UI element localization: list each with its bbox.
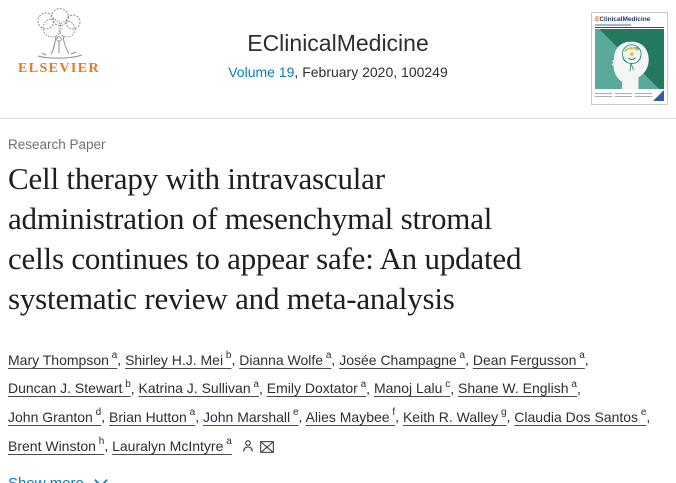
author-link[interactable]: Lauralyn McIntyre a [112, 435, 232, 454]
article-head-section: Research Paper Cell therapy with intrava… [0, 137, 676, 459]
author-name: Alies Maybee [305, 408, 390, 425]
author-name: John Marshall [202, 408, 291, 425]
title-line: cells continues to appear safe: An updat… [8, 241, 522, 276]
show-more-label: Show more [8, 475, 84, 483]
author-link[interactable]: Brent Winston h [8, 435, 105, 454]
author-affiliation-sup: e [640, 407, 647, 419]
author-affiliation-sup: f [392, 407, 396, 419]
journal-header: ELSEVIER EClinicalMedicine Volume 19, Fe… [0, 0, 676, 118]
author-name: Emily Doxtator [266, 380, 358, 397]
article-title: Cell therapy with intravascular administ… [8, 159, 668, 319]
person-icon[interactable] [240, 438, 256, 454]
author-name: Shane W. English [458, 380, 569, 397]
author-affiliation-sup: a [579, 350, 585, 361]
author-name: Dianna Wolfe [239, 351, 324, 368]
title-line: Cell therapy with intravascular [8, 161, 385, 196]
elsevier-wordmark: ELSEVIER [17, 61, 100, 76]
journal-meta: EClinicalMedicine Volume 19, February 20… [228, 30, 448, 80]
author-link[interactable]: Dianna Wolfe a [239, 350, 332, 368]
author-affiliation-sup: b [125, 378, 131, 390]
author-link[interactable]: John Granton d [8, 407, 102, 425]
author-name: Mary Thompson [8, 351, 109, 368]
author-affiliation-sup: c [445, 378, 451, 390]
author-name: Shirley H.J. Mei [125, 351, 224, 368]
author-link[interactable]: Alies Maybee f [305, 407, 396, 425]
head-silhouette-graphic [611, 41, 649, 89]
author-link[interactable]: Duncan J. Stewart b [8, 378, 131, 397]
author-name: Katrina J. Sullivan [138, 380, 251, 397]
author-link[interactable]: Claudia Dos Santos e [514, 407, 647, 425]
issue-line: Volume 19, February 2020, 100249 [228, 64, 448, 80]
title-line: administration of mesenchymal stromal [8, 201, 493, 236]
author-name: Duncan J. Stewart [8, 380, 123, 397]
cover-footer [595, 91, 664, 101]
author-affiliation-sup: a [459, 350, 466, 361]
journal-cover-thumbnail[interactable]: EClinicalMedicine [591, 12, 668, 105]
cover-subline [595, 24, 631, 26]
volume-link[interactable]: Volume 19 [228, 64, 295, 80]
author-name: Brian Hutton [109, 408, 187, 425]
issue-info: , February 2020, 100249 [294, 64, 448, 80]
author-link[interactable]: Keith R. Walley g [402, 407, 507, 425]
author-affiliation-sup: a [111, 350, 118, 361]
author-link[interactable]: Dean Fergusson a [472, 350, 585, 368]
author-affiliation-sup: h [98, 435, 105, 447]
author-link[interactable]: Emily Doxtator a [266, 378, 367, 397]
author-link[interactable]: Mary Thompson a [8, 350, 118, 368]
author-link[interactable]: Shane W. English a [458, 378, 577, 397]
chevron-down-icon [94, 479, 108, 483]
header-divider [0, 118, 676, 119]
author-affiliation-sup: a [226, 435, 232, 447]
show-more-button[interactable]: Show more [8, 475, 109, 483]
author-affiliation-sup: a [253, 378, 259, 390]
cover-corner-badge [653, 90, 664, 101]
author-link[interactable]: Manoj Lalu c [373, 378, 451, 397]
author-affiliation-sup: d [95, 407, 102, 419]
author-name: Keith R. Walley [402, 408, 499, 425]
cover-rule [595, 27, 664, 28]
author-name: Manoj Lalu [373, 380, 443, 397]
author-affiliation-sup: g [500, 407, 507, 419]
envelope-icon[interactable] [259, 440, 275, 454]
author-link[interactable]: Brian Hutton a [109, 407, 196, 425]
author-name: Lauralyn McIntyre [112, 437, 224, 454]
title-line: systematic review and meta-analysis [8, 281, 455, 316]
article-category-label: Research Paper [8, 137, 106, 152]
corresponding-author-icons [237, 438, 275, 454]
author-link[interactable]: Shirley H.J. Mei b [125, 350, 232, 368]
elsevier-tree-icon [37, 8, 83, 59]
author-link[interactable]: John Marshall e [202, 407, 299, 425]
elsevier-logo[interactable]: ELSEVIER [8, 8, 110, 77]
author-link[interactable]: Josée Champagne a [339, 350, 466, 368]
author-affiliation-sup: a [360, 378, 367, 390]
cover-journal-title: EClinicalMedicine [595, 16, 651, 23]
journal-title-link[interactable]: EClinicalMedicine [247, 30, 429, 56]
author-affiliation-sup: a [571, 378, 577, 390]
author-affiliation-sup: b [225, 350, 232, 361]
cover-art [595, 29, 664, 89]
author-name: Brent Winston [8, 437, 96, 454]
authors: Mary Thompson a, Shirley H.J. Mei b, Dia… [8, 344, 668, 459]
author-link[interactable]: Katrina J. Sullivan a [138, 378, 259, 397]
author-name: Dean Fergusson [472, 351, 577, 368]
author-affiliation-sup: a [189, 407, 196, 419]
author-affiliation-sup: a [325, 350, 332, 361]
author-affiliation-sup: e [292, 407, 299, 419]
author-list: Mary Thompson a, Shirley H.J. Mei b, Dia… [8, 350, 651, 454]
author-name: Claudia Dos Santos [514, 408, 639, 425]
author-name: Josée Champagne [339, 351, 457, 368]
author-name: John Granton [8, 408, 93, 425]
